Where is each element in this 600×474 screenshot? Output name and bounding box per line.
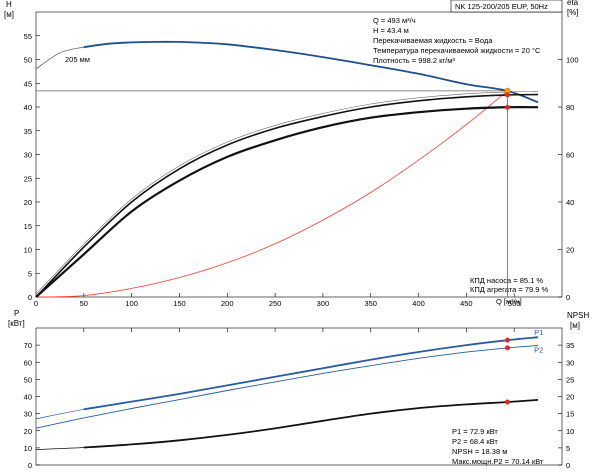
duty-info-line: H = 43.4 м	[373, 26, 409, 35]
duty-info-line: Q = 493 м³/ч	[373, 16, 416, 25]
power-info-line: P2 = 68.4 кВт	[452, 437, 498, 446]
y-tick-label: 0	[28, 293, 32, 302]
x-tick-label: 450	[460, 299, 473, 308]
y2-tick-label: 35	[566, 341, 574, 350]
duty-point-pump-efficiency	[504, 92, 510, 98]
power-info-line: NPSH = 18.38 м	[452, 447, 507, 456]
y2-tick-label: 100	[566, 56, 579, 65]
duty-point-npsh	[504, 399, 510, 405]
p1-curve	[83, 336, 539, 411]
duty-info-block: Q = 493 м³/ч H = 43.4 м Перекачиваемая ж…	[373, 16, 541, 65]
duty-info-line: Температура перекачиваемой жидкости = 20…	[373, 46, 541, 55]
y-tick-label: 35	[24, 127, 32, 136]
top-right-axis-unit: [%]	[567, 8, 579, 17]
x-tick-label: 50	[80, 299, 88, 308]
efficiency-info-line: КПД агрегата = 79.9 %	[470, 285, 548, 294]
p2-curve	[35, 345, 539, 429]
power-info-line: P1 = 72.9 кВт	[452, 427, 498, 436]
bottom-right-axis-unit: [м]	[570, 321, 580, 330]
header-box	[450, 0, 563, 13]
x-tick-label: 350	[364, 299, 377, 308]
bottom-right-axis-title: NPSH	[567, 311, 589, 320]
y-tick-label: 45	[24, 79, 32, 88]
y2-tick-label: 40	[566, 198, 574, 207]
unit-efficiency-curve	[35, 106, 539, 298]
top-right-axis-title: eta	[567, 0, 579, 7]
y-tick-label: 10	[24, 246, 32, 255]
duty-info-line: Плотность = 998.2 кг/м³	[373, 56, 455, 65]
y-tick-label: 20	[24, 198, 32, 207]
power-info-block: P1 = 72.9 кВт P2 = 68.4 кВт NPSH = 18.38…	[452, 427, 544, 466]
top-left-axis-unit: [м]	[4, 10, 14, 19]
system-curve	[35, 90, 508, 298]
y-tick-label: 40	[24, 103, 32, 112]
pump-efficiency-curve-edge	[35, 91, 539, 295]
x-tick-label: 300	[317, 299, 330, 308]
x-tick-label: 500	[508, 299, 521, 308]
y-tick-label: 30	[24, 151, 32, 160]
x-tick-label: 150	[173, 299, 186, 308]
duty-info-line: Перекачиваемая жидкость = Вода	[373, 36, 493, 45]
y-tick-label: 15	[24, 222, 32, 231]
x-tick-label: 250	[269, 299, 282, 308]
y-tick-label: 10	[24, 444, 32, 453]
duty-point-unit-efficiency	[504, 104, 510, 110]
bottom-left-axis-title: P	[14, 309, 19, 318]
y-tick-label: 50	[24, 56, 32, 65]
bottom-left-axis-unit: [кВт]	[8, 319, 25, 328]
y-tick-label: 55	[24, 32, 32, 41]
y-tick-label: 0	[28, 461, 32, 470]
y-tick-label: 20	[24, 427, 32, 436]
efficiency-info-block: КПД насоса = 85.1 % КПД агрегата = 79.9 …	[470, 276, 548, 294]
top-left-axis-title: H	[6, 0, 12, 9]
y2-tick-label: 15	[566, 410, 574, 419]
head-curve	[83, 40, 539, 104]
y2-tick-label: 60	[566, 151, 574, 160]
y-tick-label: 25	[24, 174, 32, 183]
duty-point-p2	[504, 345, 510, 351]
pump-efficiency-curve	[35, 93, 539, 298]
y2-tick-label: 5	[566, 444, 570, 453]
y-tick-label: 60	[24, 358, 32, 367]
y-tick-label: 5	[28, 269, 32, 278]
bottom-curves: P1 P2	[35, 328, 543, 450]
p2-series-label: P2	[534, 345, 543, 354]
y2-tick-label: 20	[566, 246, 574, 255]
y-tick-label: 30	[24, 410, 32, 419]
x-origin-label: 0	[34, 299, 38, 308]
efficiency-info-line: КПД насоса = 85.1 %	[470, 276, 543, 285]
top-axes: 0 5 10 15 20 25 30 35 40 45 50 55 0 20 40 60 80 100 50 100 1…	[24, 32, 579, 308]
p1-series-label: P1	[534, 328, 543, 337]
y-tick-label: 70	[24, 341, 32, 350]
npsh-curve	[83, 399, 539, 449]
y2-tick-label: 0	[566, 293, 570, 302]
x-tick-label: 200	[221, 299, 234, 308]
x-tick-label: 400	[412, 299, 425, 308]
y2-tick-label: 25	[566, 375, 574, 384]
x-tick-label: 100	[125, 299, 138, 308]
top-curves	[35, 40, 539, 298]
y2-tick-label: 0	[566, 461, 570, 470]
y2-tick-label: 10	[566, 427, 574, 436]
y2-tick-label: 20	[566, 393, 574, 402]
y-tick-label: 40	[24, 393, 32, 402]
y2-tick-label: 30	[566, 358, 574, 367]
bottom-axes: 0 10 20 30 40 50 60 70 0 5 10 15 20 25 30 35	[24, 328, 574, 470]
duty-point-p1	[504, 337, 510, 343]
pump-model-label: NK 125-200/205 EUP, 50Hz	[455, 2, 548, 11]
x-axis-title: Q [м³/ч]	[496, 297, 522, 306]
impeller-curve-label: 205 мм	[65, 55, 90, 64]
power-info-line: Макс.мощн.P2 = 70.14 кВт	[452, 457, 544, 466]
y-tick-label: 50	[24, 375, 32, 384]
y2-tick-label: 80	[566, 103, 574, 112]
